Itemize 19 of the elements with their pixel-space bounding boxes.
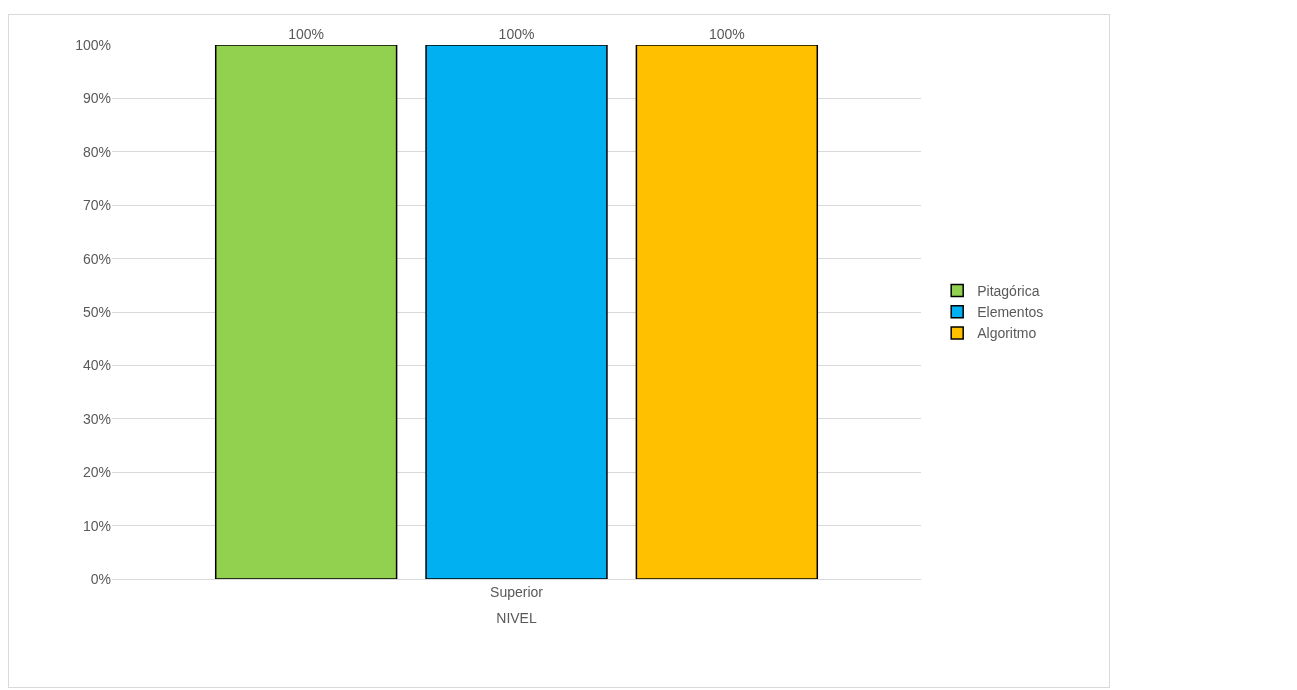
x-tick-label: Superior <box>490 583 544 600</box>
y-tick-label: 30% <box>82 410 111 427</box>
y-tick-label: 40% <box>82 357 111 374</box>
y-tick-label: 60% <box>82 250 111 267</box>
y-tick-label: 100% <box>75 36 111 53</box>
y-tick-label: 10% <box>82 517 111 534</box>
y-tick-label: 70% <box>82 197 111 214</box>
data-label: 100% <box>708 26 745 42</box>
data-label: 100% <box>288 26 325 42</box>
y-tick-label: 0% <box>90 570 111 587</box>
y-tick-label: 90% <box>82 90 111 107</box>
x-axis-title: NIVEL <box>496 610 537 627</box>
legend-label: Elementos <box>977 304 1044 321</box>
y-tick-label: 80% <box>82 143 111 160</box>
y-tick-label: 50% <box>82 303 111 320</box>
data-label: 100% <box>498 26 535 42</box>
legend-label: Pitagórica <box>977 283 1040 300</box>
legend-label: Algoritmo <box>977 325 1037 342</box>
y-tick-label: 20% <box>82 464 111 481</box>
